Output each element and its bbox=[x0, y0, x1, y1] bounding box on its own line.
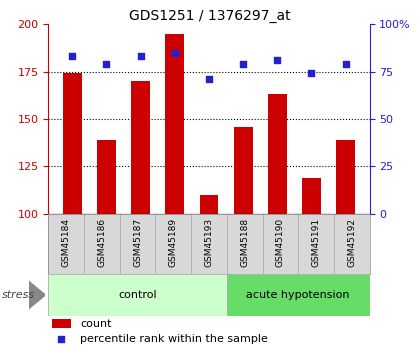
Bar bbox=[334, 214, 370, 274]
Text: GSM45192: GSM45192 bbox=[347, 218, 356, 267]
Bar bbox=[48, 274, 227, 316]
Text: control: control bbox=[118, 290, 157, 300]
Text: GSM45187: GSM45187 bbox=[133, 218, 142, 267]
Bar bbox=[52, 319, 71, 328]
Text: GSM45190: GSM45190 bbox=[276, 218, 285, 267]
Bar bbox=[97, 140, 116, 214]
Point bbox=[206, 77, 212, 82]
Point bbox=[342, 61, 349, 67]
Bar bbox=[48, 214, 84, 274]
Bar bbox=[227, 274, 370, 316]
Point bbox=[274, 57, 281, 63]
Text: GSM45193: GSM45193 bbox=[205, 218, 213, 267]
Text: GSM45186: GSM45186 bbox=[97, 218, 106, 267]
Bar bbox=[200, 195, 218, 214]
Bar bbox=[298, 214, 334, 274]
Text: count: count bbox=[81, 318, 112, 328]
Text: percentile rank within the sample: percentile rank within the sample bbox=[81, 334, 268, 344]
Polygon shape bbox=[29, 281, 45, 309]
Point bbox=[58, 336, 65, 341]
Bar bbox=[131, 81, 150, 214]
Text: stress: stress bbox=[2, 290, 35, 300]
Point bbox=[137, 53, 144, 59]
Bar bbox=[268, 94, 287, 214]
Bar bbox=[191, 214, 227, 274]
Bar bbox=[234, 127, 252, 214]
Bar bbox=[302, 178, 321, 214]
Bar bbox=[63, 73, 82, 214]
Point bbox=[240, 61, 247, 67]
Point bbox=[308, 71, 315, 76]
Bar bbox=[262, 214, 298, 274]
Bar bbox=[155, 214, 191, 274]
Point bbox=[171, 50, 178, 55]
Text: GSM45189: GSM45189 bbox=[169, 218, 178, 267]
Text: GSM45191: GSM45191 bbox=[312, 218, 320, 267]
Text: GSM45184: GSM45184 bbox=[62, 218, 71, 267]
Text: GSM45188: GSM45188 bbox=[240, 218, 249, 267]
Point bbox=[103, 61, 110, 67]
Point bbox=[69, 53, 76, 59]
Bar bbox=[84, 214, 120, 274]
Text: GDS1251 / 1376297_at: GDS1251 / 1376297_at bbox=[129, 9, 291, 23]
Bar bbox=[165, 33, 184, 214]
Text: acute hypotension: acute hypotension bbox=[247, 290, 350, 300]
Bar bbox=[336, 140, 355, 214]
Bar bbox=[227, 214, 262, 274]
Bar bbox=[120, 214, 155, 274]
